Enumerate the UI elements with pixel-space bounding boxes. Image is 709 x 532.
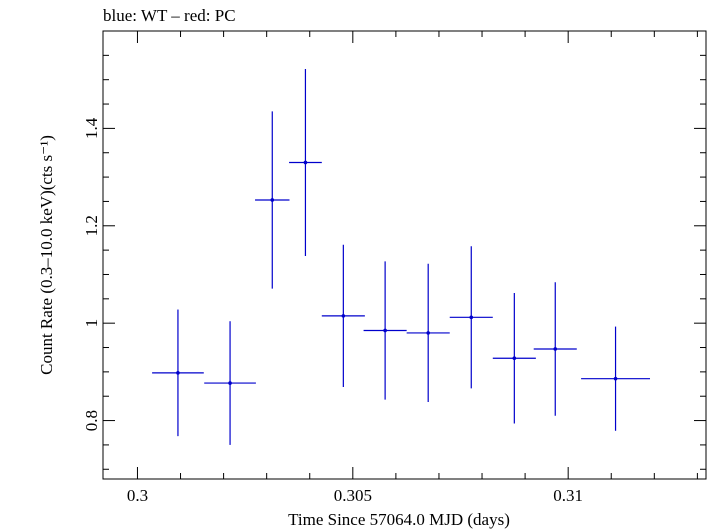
y-tick-label: 1: [82, 319, 101, 328]
plot-frame: [102, 30, 707, 480]
x-tick-label: 0.3: [127, 486, 148, 505]
y-tick-label: 0.8: [82, 410, 101, 431]
data-point: [289, 68, 322, 256]
data-marker: [176, 371, 180, 375]
y-tick-label: 1.2: [82, 215, 101, 236]
data-marker: [303, 160, 308, 165]
data-marker: [613, 376, 618, 381]
chart-title: blue: WT – red: PC: [103, 6, 236, 25]
data-point: [581, 326, 651, 431]
data-marker: [270, 198, 275, 202]
data-point: [449, 246, 493, 389]
data-marker: [469, 315, 474, 320]
data-marker: [426, 331, 430, 335]
data-marker: [553, 347, 558, 351]
x-tick-label: 0.31: [553, 486, 583, 505]
x-axis-label: Time Since 57064.0 MJD (days): [288, 510, 510, 529]
data-point: [321, 244, 365, 387]
data-point: [492, 292, 536, 424]
data-marker: [228, 381, 232, 385]
data-marker: [383, 328, 387, 333]
data-point: [363, 261, 407, 400]
data-point: [255, 111, 290, 289]
data-point: [204, 321, 256, 445]
data-marker: [341, 314, 346, 318]
data-point: [152, 309, 204, 437]
x-tick-label: 0.305: [334, 486, 372, 505]
data-marker: [512, 356, 517, 361]
tick-labels: 0.3 0.305 0.31 0.8 1 1.2 1.4: [82, 117, 583, 505]
data-point: [533, 282, 577, 416]
data-series-wt: [152, 68, 651, 445]
y-axis-label: Count Rate (0.3–10.0 keV)(cts s⁻¹): [37, 135, 56, 375]
axis-ticks: [103, 30, 706, 479]
data-point: [406, 263, 450, 403]
y-tick-label: 1.4: [82, 117, 101, 139]
